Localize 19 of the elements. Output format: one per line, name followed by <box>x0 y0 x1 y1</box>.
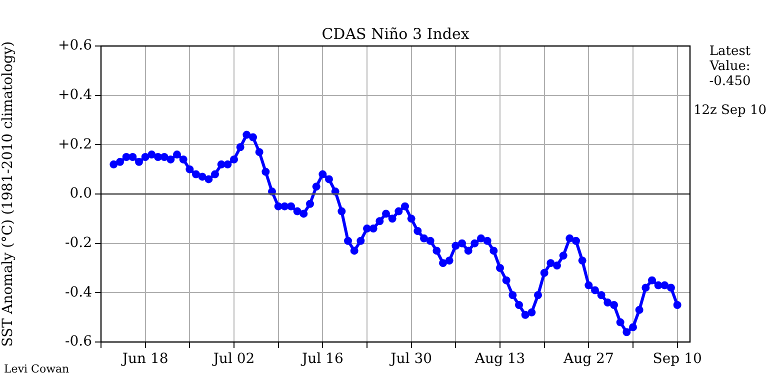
y-axis-title: SST Anomaly (°C) (1981-2010 climatology) <box>0 41 16 347</box>
y-tick-label: +0.6 <box>58 38 92 54</box>
x-tick-label: Aug 27 <box>562 351 614 368</box>
y-tick-label: -0.2 <box>65 234 92 251</box>
y-tick-label: 0.0 <box>70 186 92 202</box>
text: 12z Sep 10 <box>693 102 767 118</box>
y-tick-label: -0.6 <box>65 334 92 350</box>
x-tick-label: Aug 13 <box>474 351 526 368</box>
text: Levi Cowan <box>4 362 70 376</box>
x-tick-label: Jul 02 <box>211 351 255 368</box>
x-tick-label: Jul 30 <box>388 351 432 368</box>
text: Latest Value: -0.450 <box>708 44 752 89</box>
x-tick-label: Sep 10 <box>652 351 702 368</box>
x-tick-label: Jun 18 <box>120 351 168 368</box>
y-tick-label: +0.2 <box>58 136 92 152</box>
chart-title: CDAS Niño 3 Index <box>322 25 470 43</box>
x-tick-label: Jul 16 <box>300 351 344 368</box>
y-tick-label: +0.4 <box>58 86 92 103</box>
y-tick-label: -0.4 <box>65 284 92 300</box>
